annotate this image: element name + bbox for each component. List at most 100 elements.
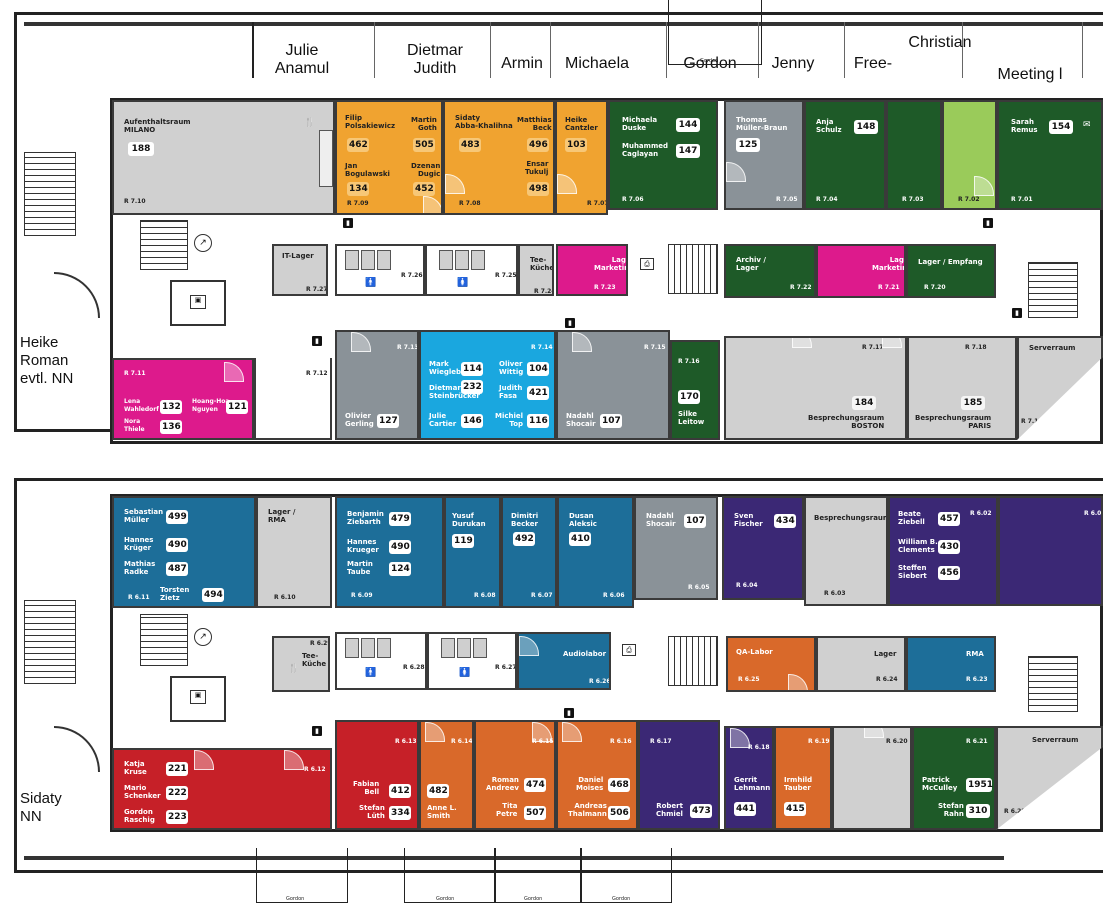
r617-badge-1: 473 — [690, 804, 712, 818]
r626-door — [519, 636, 539, 656]
r711-name-1: Lena Wahledorf — [124, 398, 159, 413]
room-r702[interactable]: R 7.02 — [942, 100, 997, 210]
room-r714[interactable]: R 7.14 Mark Wiegleb 114 Oliver Wittig 10… — [419, 330, 556, 440]
room-r603-id: R 6.03 — [824, 590, 846, 597]
room-r605[interactable]: Nadahl Shocair 107 R 6.05 — [634, 496, 718, 600]
r605-badge-1: 107 — [684, 514, 706, 528]
r621-badge-1: 1951 — [966, 778, 994, 792]
r616-badge-2: 506 — [608, 806, 630, 820]
room-r601[interactable]: R 6.01 — [998, 496, 1103, 606]
room-r711[interactable]: R 7.11 Lena Wahledorf 132 Hoang-Hoa Nguy… — [112, 358, 254, 440]
info-box-icon: ▮ — [983, 218, 993, 228]
kitchen-counter — [319, 130, 333, 187]
room-r602[interactable]: Beate Ziebell 457 R 6.02 William B. Clem… — [888, 496, 998, 606]
r709-name-3: Jan Bogulawski — [345, 162, 390, 178]
room-r606-id: R 6.06 — [603, 592, 625, 599]
r607-name-1: Dimitri Becker — [511, 512, 539, 528]
info-box-icon: ▮ — [312, 726, 322, 736]
room-r623-name: RMA — [966, 650, 984, 658]
r711-badge-2: 121 — [226, 400, 248, 414]
r608-badge-1: 119 — [452, 534, 474, 548]
room-r713[interactable]: R 7.13 Olivier Gerling 127 — [335, 330, 419, 440]
room-r712-id: R 7.12 — [306, 370, 328, 377]
room-r620-id: R 6.20 — [886, 738, 908, 745]
r616-door — [562, 722, 582, 742]
room-r706[interactable]: Michaela Duske 144 Muhammed Caglayan 147… — [608, 100, 718, 210]
room-r604[interactable]: Sven Fischer 434 R 6.04 — [722, 496, 804, 600]
room-r603[interactable]: Besprechungsraum R 6.03 — [804, 496, 888, 606]
room-r706-id: R 7.06 — [622, 196, 644, 203]
room-r721[interactable]: Lager Marketing R 7.21 — [816, 244, 906, 298]
r609-name-3: Martin Taube — [347, 560, 373, 576]
toilet-icon: 🚹 — [365, 278, 377, 288]
r612-name-2: Mario Schenker — [124, 784, 161, 800]
top-label-armin: Armin — [501, 55, 543, 72]
room-r617[interactable]: R 6.17 Robert Chmiel 473 — [638, 720, 720, 830]
room-r704[interactable]: Anja Schulz 148 R 7.04 — [804, 100, 886, 210]
room-r613[interactable]: R 6.13 Fabian Bell 412 Stefan Lüth 334 — [335, 720, 419, 830]
room-r628[interactable]: 🚹 R 6.28 — [335, 632, 427, 690]
room-r623[interactable]: RMA R 6.23 — [906, 636, 996, 692]
room-r715[interactable]: R 7.15 Nadahl Shocair 107 — [556, 330, 670, 440]
inner-wall-upper — [24, 22, 1103, 26]
mail-icon: ✉ — [1083, 120, 1091, 130]
room-r624[interactable]: Lager R 6.24 — [816, 636, 906, 692]
room-r606[interactable]: Dusan Aleksic 410 R 6.06 — [557, 496, 634, 608]
room-r715-id: R 7.15 — [644, 344, 666, 351]
room-r703[interactable]: R 7.03 — [886, 100, 942, 210]
room-r618[interactable]: R 6.18 Gerrit Lehmann 441 — [724, 726, 774, 830]
room-r609[interactable]: Benjamin Ziebarth 479 Hannes Krueger 490… — [335, 496, 444, 608]
r709-badge-3: 134 — [347, 182, 369, 196]
room-r724[interactable]: Tee- Küche R 7.24 — [518, 244, 554, 296]
room-r725[interactable]: 🚺 R 7.25 — [425, 244, 518, 296]
room-r626[interactable]: Audiolabor R 6.26 — [517, 632, 611, 690]
room-r718[interactable]: R 7.18 185 Besprechungsraum PARIS — [907, 336, 1017, 440]
r714-badge-4: 421 — [527, 386, 549, 400]
room-r608[interactable]: Yusuf Durukan 119 R 6.08 — [444, 496, 501, 608]
r714-name-2: Oliver Wittig — [499, 360, 524, 376]
room-r616[interactable]: R 6.16 Daniel Moises 468 Andreas Thalman… — [556, 720, 638, 830]
room-r619-id: R 6.19 — [808, 738, 830, 745]
room-r708[interactable]: Sidaty Abba-Khalihna 483 Matthias Beck 4… — [443, 100, 555, 215]
room-r629[interactable]: R 6.29 Tee- Küche 🍴 — [272, 636, 330, 692]
r711-badge-1: 132 — [160, 400, 182, 414]
room-r623-id: R 6.23 — [966, 676, 988, 683]
r608-name-1: Yusuf Durukan — [452, 512, 486, 528]
room-r610[interactable]: Lager / RMA R 6.10 — [256, 496, 332, 608]
room-r710-name: Aufenthaltsraum MILANO — [124, 118, 191, 134]
room-r614[interactable]: R 6.14 482 Anne L. Smith — [419, 720, 474, 830]
room-r717[interactable]: R 7.17 184 Besprechungsraum BOSTON — [724, 336, 907, 440]
r615-door — [532, 722, 552, 742]
room-r612[interactable]: Katja Kruse 221 Mario Schenker 222 Gordo… — [112, 748, 332, 830]
room-r712[interactable]: R 7.12 — [254, 358, 332, 440]
room-r705-id: R 7.05 — [776, 196, 798, 203]
room-r619[interactable]: R 6.19 Irmhild Tauber 415 — [774, 726, 832, 830]
room-r625[interactable]: QA-Labor R 6.25 — [726, 636, 816, 692]
room-r617-id: R 6.17 — [650, 738, 672, 745]
room-r625-id: R 6.25 — [738, 676, 760, 683]
room-r710[interactable]: Aufenthaltsraum MILANO 188 R 7.10 🍴 — [112, 100, 335, 215]
room-r720[interactable]: Lager / Empfang R 7.20 — [906, 244, 996, 298]
room-r607[interactable]: Dimitri Becker 492 R 6.07 — [501, 496, 557, 608]
r615-badge-1: 474 — [524, 778, 546, 792]
room-r723[interactable]: Lager Marketing R 7.23 — [556, 244, 628, 296]
room-r709[interactable]: Filip Polsakiewicz 462 Martin Goth 505 J… — [335, 100, 443, 215]
room-r615[interactable]: R 6.15 Roman Andreev 474 Tita Petre 507 — [474, 720, 556, 830]
room-r726[interactable]: 🚹 R 7.26 — [335, 244, 425, 296]
room-r722[interactable]: Archiv / Lager R 7.22 — [724, 244, 816, 298]
room-r609-id: R 6.09 — [351, 592, 373, 599]
room-r727[interactable]: IT-Lager R 7.27 — [272, 244, 328, 296]
room-r611[interactable]: Sebastian Müller 499 Hannes Krüger 490 M… — [112, 496, 256, 608]
room-r621[interactable]: R 6.21 Patrick McCulley 1951 Stefan Rahn… — [912, 726, 996, 830]
room-r627[interactable]: 🚺 R 6.27 — [427, 632, 517, 690]
room-r620[interactable]: R 6.20 — [832, 726, 912, 830]
room-r716[interactable]: R 7.16 170 Silke Leitow — [670, 340, 720, 440]
r611-name-4: Torsten Zietz — [160, 586, 190, 602]
r613-name-2: Stefan Lüth — [359, 804, 385, 820]
room-r701[interactable]: Sarah Remus 154 ✉ R 7.01 — [997, 100, 1103, 210]
room-r707[interactable]: Heike Cantzler 103 R 7.07 — [555, 100, 608, 215]
room-r705[interactable]: Thomas Müller-Braun 125 R 7.05 — [724, 100, 804, 210]
r714-name-1: Mark Wiegleb — [429, 360, 462, 376]
r618-door — [730, 728, 750, 748]
r714-badge-3: 232 — [461, 380, 483, 394]
